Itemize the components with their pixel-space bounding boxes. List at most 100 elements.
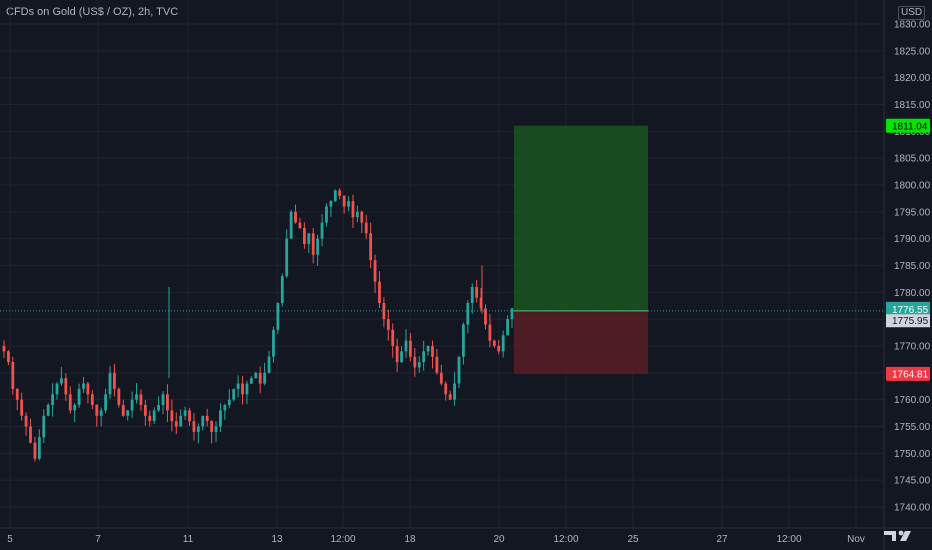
candle	[99, 407, 103, 427]
candle-body	[15, 388, 19, 400]
candle	[2, 340, 6, 358]
candle-body	[139, 394, 143, 406]
candle	[166, 384, 169, 422]
candle-body	[192, 421, 196, 432]
candle-body	[196, 426, 200, 432]
candle-body	[338, 190, 342, 196]
candle-body	[135, 394, 138, 400]
candle	[46, 402, 50, 417]
candle	[104, 388, 107, 414]
tradingview-logo	[882, 528, 922, 544]
candle	[55, 382, 59, 400]
candle	[294, 204, 297, 224]
candle	[462, 322, 465, 365]
candle-body	[152, 410, 156, 422]
candle-body	[431, 346, 434, 357]
candle-body	[395, 346, 399, 363]
candle	[135, 383, 138, 404]
candle	[236, 375, 240, 398]
candle-body	[188, 410, 191, 422]
candle-body	[117, 388, 121, 406]
candle	[285, 229, 289, 278]
candle	[192, 413, 196, 441]
candle	[325, 203, 328, 227]
trade-zones[interactable]	[514, 125, 648, 374]
candle	[64, 373, 68, 401]
price-axis[interactable]: 1740.001745.001750.001755.001760.001765.…	[883, 0, 931, 550]
candle	[126, 409, 130, 421]
candle-body	[183, 410, 187, 416]
candle-body	[444, 383, 448, 395]
candle-body	[413, 356, 417, 368]
candle-body	[426, 346, 430, 352]
candle	[95, 404, 99, 427]
prev-price-badge-bg	[886, 314, 930, 328]
x-tick-label: 13	[271, 534, 283, 545]
candle-body	[104, 394, 107, 411]
candle-body	[329, 201, 333, 207]
candle	[506, 315, 509, 336]
y-tick-label: 1785.00	[894, 261, 931, 272]
candle	[355, 205, 359, 223]
candle	[444, 381, 448, 401]
target-price-badge-text: 1811.04	[892, 121, 928, 132]
candle	[413, 347, 417, 377]
candle-body	[157, 405, 161, 411]
candle	[369, 222, 373, 269]
candle-body	[267, 356, 271, 373]
candle-body	[400, 351, 403, 363]
candle-body	[373, 260, 377, 282]
candle-body	[241, 383, 244, 395]
y-tick-label: 1740.00	[894, 503, 931, 514]
candle	[258, 366, 262, 394]
candle	[117, 387, 121, 408]
candle-body	[82, 383, 85, 389]
candle	[170, 399, 174, 432]
candle	[214, 421, 218, 443]
y-tick-label: 1805.00	[894, 154, 931, 165]
candle	[280, 273, 284, 307]
candle-body	[7, 351, 10, 363]
candle-body	[475, 286, 479, 298]
candle	[51, 383, 54, 417]
candle	[33, 436, 37, 462]
candle-body	[29, 426, 32, 443]
candle	[86, 381, 90, 404]
x-tick-label: 5	[7, 534, 13, 545]
candle-body	[60, 378, 63, 384]
candle-body	[325, 206, 328, 223]
candle	[409, 332, 412, 362]
candle	[391, 323, 395, 358]
candle-body	[364, 222, 368, 234]
candle-body	[470, 286, 474, 304]
candle	[347, 195, 350, 211]
candle	[37, 429, 41, 461]
candle	[276, 302, 280, 335]
candle	[378, 271, 381, 308]
candle	[404, 329, 408, 358]
candle-body	[179, 415, 183, 427]
candle	[219, 403, 222, 433]
candle	[254, 371, 258, 379]
candle-body	[409, 340, 412, 357]
currency-label[interactable]: USD	[898, 6, 926, 20]
x-tick-label: 12:00	[776, 534, 801, 545]
candle	[364, 214, 368, 240]
candle	[298, 217, 302, 230]
time-axis[interactable]: 5 7 11 13 12:00 18 20 12:00 25 27 12:00 Nov	[0, 527, 932, 545]
candle	[316, 234, 320, 266]
candle-body	[33, 442, 37, 459]
x-tick-label: 25	[627, 534, 639, 545]
candle	[188, 407, 191, 426]
candle	[108, 365, 112, 400]
stop-zone	[514, 310, 648, 374]
candle-body	[90, 394, 94, 406]
target-price-badge: 1811.04	[886, 118, 930, 133]
candle-body	[108, 372, 112, 395]
candle	[174, 412, 178, 435]
candle-body	[457, 356, 461, 384]
y-tick-label: 1820.00	[894, 73, 931, 84]
x-tick-label: 18	[404, 534, 416, 545]
x-tick-label: 7	[95, 534, 101, 545]
